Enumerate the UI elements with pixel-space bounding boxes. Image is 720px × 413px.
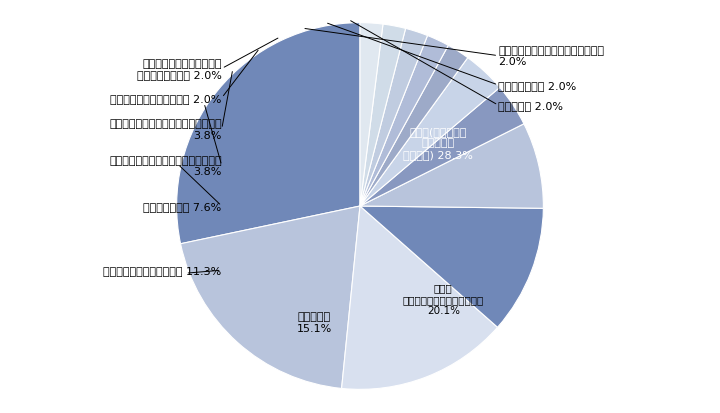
Wedge shape <box>360 88 524 206</box>
Text: 医療、福祉 2.0%: 医療、福祉 2.0% <box>498 101 563 111</box>
Text: 製造業
（電気・情報通信機械器具）
20.1%: 製造業 （電気・情報通信機械器具） 20.1% <box>402 282 484 316</box>
Wedge shape <box>360 25 405 206</box>
Text: 製造業(電子部品・
デバイス・
電子回路) 28.3%: 製造業(電子部品・ デバイス・ 電子回路) 28.3% <box>403 126 473 160</box>
Wedge shape <box>360 124 544 209</box>
Wedge shape <box>181 206 360 389</box>
Text: 卸売業、小売業 2.0%: 卸売業、小売業 2.0% <box>498 81 577 91</box>
Text: 情報通信業
15.1%: 情報通信業 15.1% <box>297 311 332 333</box>
Wedge shape <box>176 24 360 244</box>
Text: 製造業（印刷・同関連業） 2.0%: 製造業（印刷・同関連業） 2.0% <box>110 94 222 104</box>
Wedge shape <box>360 36 449 206</box>
Wedge shape <box>360 59 500 206</box>
Wedge shape <box>341 206 498 389</box>
Text: 運輸業、郵便業 7.6%: 運輸業、郵便業 7.6% <box>143 202 222 211</box>
Wedge shape <box>360 24 383 206</box>
Text: 製造業（その他　窯業・土石製品）
2.0%: 製造業（その他 窯業・土石製品） 2.0% <box>498 46 604 67</box>
Wedge shape <box>360 46 468 206</box>
Text: 製造業（はん用・生産用・
業務用機械器具） 2.0%: 製造業（はん用・生産用・ 業務用機械器具） 2.0% <box>137 59 222 80</box>
Text: 製造業（輸送用機械器具） 11.3%: 製造業（輸送用機械器具） 11.3% <box>104 266 222 275</box>
Wedge shape <box>360 206 544 328</box>
Text: 製造業（化学工業、石油・石炭製品）
3.8%: 製造業（化学工業、石油・石炭製品） 3.8% <box>109 155 222 177</box>
Text: サービス業（その他　機械等修理業）
3.8%: サービス業（その他 機械等修理業） 3.8% <box>109 119 222 140</box>
Wedge shape <box>360 29 428 206</box>
